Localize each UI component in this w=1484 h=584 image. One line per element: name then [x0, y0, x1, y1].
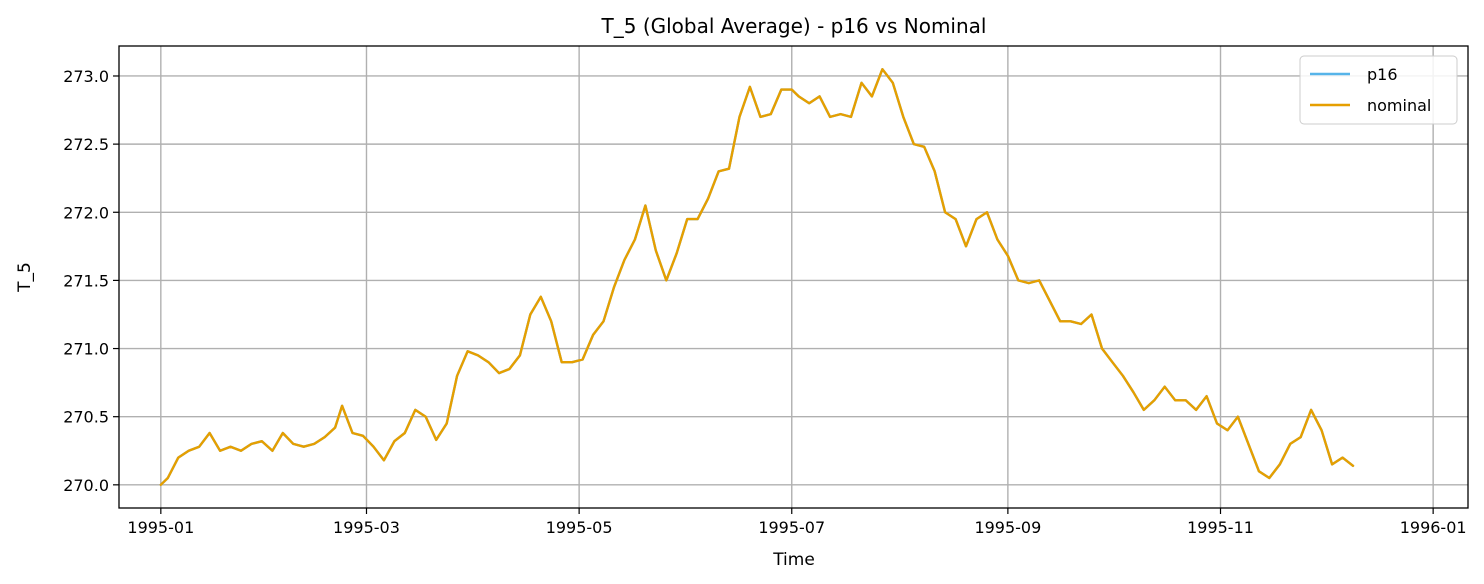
y-tick-label: 270.0 [63, 476, 109, 495]
y-tick-label: 272.5 [63, 135, 109, 154]
y-tick-label: 273.0 [63, 67, 109, 86]
chart-title: T_5 (Global Average) - p16 vs Nominal [601, 14, 987, 38]
y-axis-title: T_5 [15, 262, 35, 293]
plot-frame [118, 45, 1469, 509]
y-tick-label: 271.0 [63, 340, 109, 359]
series-lines [159, 67, 1355, 486]
x-tick-label: 1995-05 [546, 518, 613, 537]
x-tick-label: 1995-11 [1187, 518, 1254, 537]
x-tick-label: 1995-09 [974, 518, 1041, 537]
x-tick-label: 1996-01 [1400, 518, 1467, 537]
legend: p16 nominal [1299, 55, 1458, 125]
x-axis-title: Time [772, 550, 815, 570]
x-tick-label: 1995-07 [758, 518, 825, 537]
y-tick-label: 271.5 [63, 271, 109, 290]
legend-label-nominal: nominal [1367, 96, 1431, 115]
y-tick-label: 272.0 [63, 203, 109, 222]
x-tick-label: 1995-01 [127, 518, 194, 537]
x-tick-label: 1995-03 [333, 518, 400, 537]
grid [119, 46, 1468, 508]
legend-label-p16: p16 [1367, 65, 1398, 84]
y-tick-label: 270.5 [63, 408, 109, 427]
series-line-nominal [159, 67, 1355, 486]
axis-ticks: 1995-01 1995-03 1995-05 1995-07 1995-09 1995-… [63, 67, 1466, 537]
